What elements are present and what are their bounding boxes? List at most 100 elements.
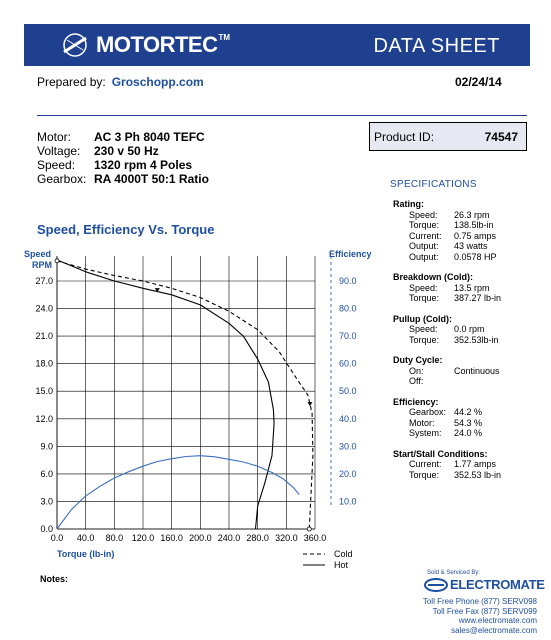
spec-value: 352.53 lb-in bbox=[454, 469, 502, 480]
motor-value: AC 3 Ph 8040 TEFC bbox=[94, 130, 205, 144]
voltage-label: Voltage: bbox=[37, 144, 81, 158]
chart-series bbox=[54, 258, 314, 532]
y-right-tick-label: 90.0 bbox=[339, 276, 357, 286]
y-left-tick-label: 24.0 bbox=[35, 304, 53, 314]
y-left-tick-label: 12.0 bbox=[35, 414, 53, 424]
product-id-box: Product ID: 74547 bbox=[369, 122, 527, 151]
product-id-value: 74547 bbox=[484, 130, 518, 144]
spec-value: 138.5lb-in bbox=[454, 220, 494, 230]
spec-group-title: Efficiency: bbox=[393, 396, 439, 407]
spec-key: Torque: bbox=[409, 293, 440, 303]
stall-point bbox=[306, 526, 312, 532]
x-tick-label: 360.0 bbox=[304, 533, 327, 543]
spec-value: 1.77 amps bbox=[454, 459, 497, 469]
spec-key: Motor: bbox=[409, 417, 435, 428]
specifications-list: Rating: Speed: 26.3 rpm Torque: 138.5lb-in… bbox=[393, 199, 501, 480]
spec-row: Torque: 352.53 lb-in bbox=[393, 470, 501, 481]
chart-grid bbox=[56, 256, 332, 530]
spec-key: Torque: bbox=[409, 334, 440, 345]
x-tick-label: 40.0 bbox=[77, 533, 95, 543]
x-tick-label: 160.0 bbox=[160, 533, 183, 543]
distributor-contact: Toll Free Phone (877) SERV098 Toll Free … bbox=[420, 597, 537, 635]
y-right-tick-label: 60.0 bbox=[339, 359, 357, 369]
speed-label: Speed: bbox=[37, 158, 76, 172]
brand-name: MOTORTEC bbox=[96, 32, 218, 57]
spec-key: Off: bbox=[409, 376, 424, 386]
spec-value: 0.75 amps bbox=[454, 230, 497, 241]
spec-row: Torque: 138.5lb-in bbox=[393, 220, 501, 231]
spec-row: Speed: 0.0 rpm bbox=[393, 324, 501, 335]
spec-key: Speed: bbox=[409, 209, 438, 220]
spec-value: 24.0 % bbox=[454, 428, 483, 438]
sheet-date: 02/24/14 bbox=[455, 75, 502, 89]
legend-label-hot: Hot bbox=[334, 560, 349, 570]
spec-key: System: bbox=[409, 428, 442, 438]
spec-value: 352.53lb-in bbox=[454, 334, 499, 345]
fax-line: Toll Free Fax (877) SERV099 bbox=[432, 606, 537, 616]
data-marker bbox=[307, 402, 313, 407]
spec-key: Speed: bbox=[409, 324, 438, 334]
speed-value: 1320 rpm 4 Poles bbox=[94, 158, 193, 172]
spec-key: Speed: bbox=[409, 282, 438, 293]
motortec-logo-icon bbox=[63, 33, 87, 57]
sold-by-label: Sold & Serviced By: bbox=[427, 570, 481, 576]
website-link[interactable]: www.electromate.com bbox=[458, 616, 537, 625]
chart-labels: 0.0 40.0 80.0 120.0 160.0 200.0 240.0 280.0 320.… bbox=[24, 249, 372, 570]
motor-info: Motor: AC 3 Ph 8040 TEFC Voltage: 230 v 50… bbox=[37, 130, 209, 186]
y-left-tick-label: 18.0 bbox=[35, 359, 53, 369]
spec-value: 387.27 lb-in bbox=[454, 293, 502, 303]
spec-row: On: Continuous bbox=[393, 366, 501, 377]
spec-key: Torque: bbox=[409, 469, 440, 480]
spec-row: Current: 0.75 amps bbox=[393, 231, 501, 242]
y-right-tick-label: 30.0 bbox=[339, 441, 357, 451]
speed-row: Speed: 1320 rpm 4 Poles bbox=[37, 158, 209, 172]
spec-key: Gearbox: bbox=[409, 407, 447, 417]
product-id-label: Product ID: bbox=[374, 130, 435, 144]
spec-value: 54.3 % bbox=[454, 417, 483, 428]
spec-row: Motor: 54.3 % bbox=[393, 418, 501, 429]
prepared-link[interactable]: Groschopp.com bbox=[111, 75, 204, 89]
spec-value: Continuous bbox=[454, 365, 500, 376]
motor-row: Motor: AC 3 Ph 8040 TEFC bbox=[37, 130, 209, 144]
spec-group-title: Start/Stall Conditions: bbox=[393, 448, 488, 459]
spec-value: 44.2 % bbox=[454, 407, 483, 417]
spec-group-title: Pullup (Cold): bbox=[393, 313, 452, 324]
spec-key: Torque: bbox=[409, 220, 440, 230]
voltage-value: 230 v 50 Hz bbox=[94, 144, 159, 158]
spec-value: 43 watts bbox=[454, 241, 488, 251]
spec-row: Torque: 352.53lb-in bbox=[393, 335, 501, 346]
gearbox-value: RA 4000T 50:1 Ratio bbox=[94, 172, 209, 186]
y-left-axis-unit: RPM bbox=[32, 260, 52, 270]
y-left-axis-label: Speed bbox=[24, 249, 51, 259]
spec-row: Speed: 13.5 rpm bbox=[393, 283, 501, 294]
brand-trademark: TM bbox=[218, 32, 231, 42]
gearbox-label: Gearbox: bbox=[37, 172, 87, 186]
spec-group-title: Breakdown (Cold): bbox=[393, 272, 473, 282]
legend-label-cold: Cold bbox=[334, 549, 353, 559]
y-right-axis-label: Efficiency bbox=[329, 249, 372, 259]
x-tick-label: 240.0 bbox=[218, 533, 241, 543]
email-link[interactable]: sales@electromate.com bbox=[451, 625, 537, 635]
y-right-tick-label: 80.0 bbox=[339, 304, 357, 314]
spec-key: Output: bbox=[409, 251, 439, 262]
header-banner: MOTORTEC TM DATA SHEET bbox=[24, 24, 530, 66]
series-line-efficiency bbox=[56, 455, 300, 530]
y-right-tick-label: 40.0 bbox=[339, 414, 357, 424]
spec-key: Current: bbox=[409, 230, 442, 241]
spec-key: Current: bbox=[409, 459, 442, 469]
specifications-title: SPECIFICATIONS bbox=[390, 179, 477, 190]
start-point bbox=[54, 258, 60, 264]
y-left-tick-label: 6.0 bbox=[40, 469, 53, 479]
sheet-title: DATA SHEET bbox=[373, 35, 500, 57]
y-right-tick-label: 70.0 bbox=[339, 331, 357, 341]
notes-label: Notes: bbox=[40, 574, 69, 584]
y-left-tick-label: 15.0 bbox=[35, 386, 53, 396]
y-right-tick-label: 10.0 bbox=[339, 496, 357, 506]
x-tick-label: 200.0 bbox=[189, 533, 212, 543]
spec-row: System: 24.0 % bbox=[393, 428, 501, 439]
series-line-hot bbox=[56, 259, 275, 530]
spec-value: 0.0578 HP bbox=[454, 251, 497, 262]
y-right-tick-label: 20.0 bbox=[339, 469, 357, 479]
spec-key: On: bbox=[409, 365, 424, 376]
